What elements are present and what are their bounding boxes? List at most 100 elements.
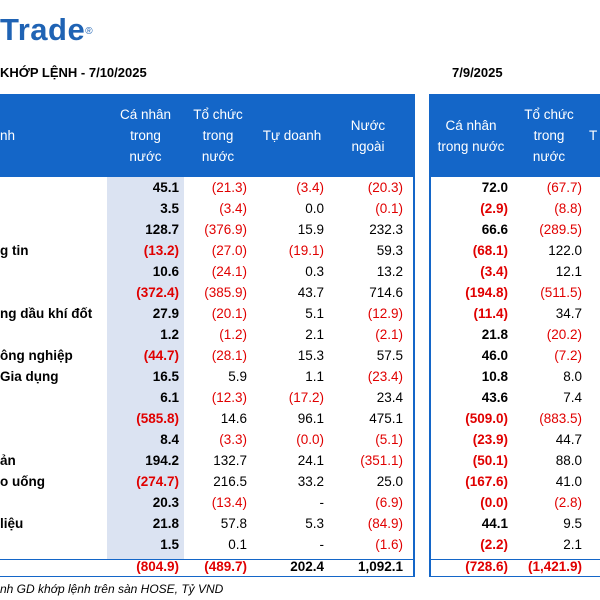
cell-ca-nhan-right: 66.6 bbox=[481, 222, 508, 237]
cell-to-chuc-right: (8.8) bbox=[554, 201, 582, 216]
footnote: nh GD khớp lệnh trên sàn HOSE, Tỷ VND bbox=[0, 582, 224, 596]
cell-ca-nhan: 6.1 bbox=[160, 390, 179, 405]
divider bbox=[429, 559, 600, 560]
cell-to-chuc-right: 7.4 bbox=[563, 390, 582, 405]
cell-ca-nhan: 1.2 bbox=[160, 327, 179, 342]
cell-nuoc-ngoai: (23.4) bbox=[367, 369, 403, 384]
right-table-header: Cá nhân trong nước Tổ chức trong nước T bbox=[429, 94, 600, 177]
left-section-title: KHỚP LỆNH - 7/10/2025 bbox=[0, 65, 147, 80]
cell-ca-nhan-right: (68.1) bbox=[472, 243, 508, 258]
cell-to-chuc: 216.5 bbox=[213, 474, 247, 489]
header-to-chuc-right: Tổ chức trong nước bbox=[524, 107, 574, 164]
cell-tu-doanh: 24.1 bbox=[297, 453, 324, 468]
cell-to-chuc-right: 12.1 bbox=[555, 264, 582, 279]
total-row: (804.9) (489.7) 202.4 1,092.1 (728.6) (1… bbox=[0, 556, 600, 577]
total-nuoc-ngoai: 1,092.1 bbox=[357, 559, 403, 574]
cell-ca-nhan-right: (2.9) bbox=[480, 201, 508, 216]
cell-ca-nhan: 10.6 bbox=[152, 264, 179, 279]
cell-to-chuc-right: 2.1 bbox=[563, 537, 582, 552]
table-row: o uống (274.7) 216.5 33.2 25.0 (167.6) 41.0 bbox=[0, 471, 600, 492]
registered-mark: ® bbox=[85, 26, 94, 37]
cell-ca-nhan: (13.2) bbox=[143, 243, 179, 258]
cell-tu-doanh: 15.3 bbox=[297, 348, 324, 363]
cell-ca-nhan-right: 72.0 bbox=[481, 180, 508, 195]
cell-nuoc-ngoai: 23.4 bbox=[376, 390, 403, 405]
divider bbox=[0, 559, 414, 560]
cell-nuoc-ngoai: (351.1) bbox=[360, 453, 403, 468]
table-row: 8.4 (3.3) (0.0) (5.1) (23.9) 44.7 bbox=[0, 429, 600, 450]
cell-nuoc-ngoai: (12.9) bbox=[367, 306, 403, 321]
table-row: 6.1 (12.3) (17.2) 23.4 43.6 7.4 bbox=[0, 387, 600, 408]
cell-to-chuc-right: 9.5 bbox=[563, 516, 582, 531]
left-table-border bbox=[413, 94, 415, 577]
cell-to-chuc-right: 88.0 bbox=[555, 453, 582, 468]
cell-ca-nhan: 45.1 bbox=[152, 180, 179, 195]
cell-to-chuc: (24.1) bbox=[211, 264, 247, 279]
cell-ca-nhan: 8.4 bbox=[160, 432, 179, 447]
cell-nuoc-ngoai: 13.2 bbox=[376, 264, 403, 279]
cell-tu-doanh: 1.1 bbox=[305, 369, 324, 384]
cell-ca-nhan: (372.4) bbox=[136, 285, 179, 300]
cell-ca-nhan-right: (194.8) bbox=[465, 285, 508, 300]
cell-tu-doanh: 33.2 bbox=[297, 474, 324, 489]
cell-to-chuc-right: 44.7 bbox=[555, 432, 582, 447]
cell-tu-doanh: 5.3 bbox=[305, 516, 324, 531]
cell-ca-nhan-right: (167.6) bbox=[465, 474, 508, 489]
cell-to-chuc: 14.6 bbox=[220, 411, 247, 426]
cell-ca-nhan: 16.5 bbox=[152, 369, 179, 384]
cell-tu-doanh: 0.3 bbox=[305, 264, 324, 279]
cell-tu-doanh: 2.1 bbox=[305, 327, 324, 342]
cell-to-chuc-right: 122.0 bbox=[548, 243, 582, 258]
cell-tu-doanh: 0.0 bbox=[305, 201, 324, 216]
cell-ca-nhan-right: (2.2) bbox=[480, 537, 508, 552]
cell-to-chuc-right: 8.0 bbox=[563, 369, 582, 384]
cell-to-chuc-right: (511.5) bbox=[540, 285, 582, 300]
sector-name: ản bbox=[0, 453, 16, 468]
cell-tu-doanh: (0.0) bbox=[296, 432, 324, 447]
cell-to-chuc: (3.4) bbox=[219, 201, 247, 216]
cell-to-chuc: (27.0) bbox=[211, 243, 247, 258]
total-ca-nhan: (804.9) bbox=[136, 559, 179, 574]
cell-ca-nhan: 3.5 bbox=[160, 201, 179, 216]
cell-tu-doanh: 43.7 bbox=[297, 285, 324, 300]
cell-nuoc-ngoai: (5.1) bbox=[375, 432, 403, 447]
cell-ca-nhan-right: (11.4) bbox=[473, 306, 508, 321]
cell-ca-nhan-right: (23.9) bbox=[472, 432, 508, 447]
cell-ca-nhan-right: (509.0) bbox=[465, 411, 508, 426]
cell-to-chuc: (21.3) bbox=[211, 180, 247, 195]
divider bbox=[0, 576, 414, 577]
cell-nuoc-ngoai: (20.3) bbox=[367, 180, 403, 195]
divider bbox=[429, 576, 600, 577]
cell-ca-nhan-right: (50.1) bbox=[472, 453, 508, 468]
cell-tu-doanh: (3.4) bbox=[296, 180, 324, 195]
table-row: ông nghiệp (44.7) (28.1) 15.3 57.5 46.0 (7.2) bbox=[0, 345, 600, 366]
right-table-border bbox=[429, 94, 431, 577]
logo-text: Trade bbox=[0, 12, 86, 47]
table-row: 3.5 (3.4) 0.0 (0.1) (2.9) (8.8) bbox=[0, 198, 600, 219]
table-row: ản 194.2 132.7 24.1 (351.1) (50.1) 88.0 bbox=[0, 450, 600, 471]
header-sector-label: nh bbox=[0, 128, 16, 143]
header-ca-nhan-right: Cá nhân trong nước bbox=[437, 117, 505, 154]
total-ca-nhan-right: (728.6) bbox=[465, 559, 508, 574]
cell-to-chuc-right: (883.5) bbox=[539, 411, 582, 426]
cell-to-chuc: (13.4) bbox=[211, 495, 247, 510]
cell-tu-doanh: 96.1 bbox=[297, 411, 324, 426]
ca-nhan-highlight-column bbox=[107, 177, 184, 559]
right-section-title: 7/9/2025 bbox=[452, 65, 503, 80]
cell-nuoc-ngoai: 57.5 bbox=[376, 348, 403, 363]
cell-to-chuc: 132.7 bbox=[213, 453, 247, 468]
cell-ca-nhan: 128.7 bbox=[145, 222, 179, 237]
table-row: 10.6 (24.1) 0.3 13.2 (3.4) 12.1 bbox=[0, 261, 600, 282]
cell-tu-doanh: - bbox=[319, 495, 325, 510]
cell-to-chuc: (1.2) bbox=[219, 327, 247, 342]
cell-nuoc-ngoai: 232.3 bbox=[369, 222, 403, 237]
cell-to-chuc: 5.9 bbox=[228, 369, 247, 384]
cell-to-chuc: (3.3) bbox=[219, 432, 247, 447]
cell-to-chuc: (376.9) bbox=[204, 222, 247, 237]
cell-tu-doanh: (17.2) bbox=[288, 390, 324, 405]
cell-nuoc-ngoai: 59.3 bbox=[376, 243, 403, 258]
cell-nuoc-ngoai: 475.1 bbox=[369, 411, 403, 426]
cell-to-chuc: 0.1 bbox=[228, 537, 247, 552]
cell-ca-nhan-right: 46.0 bbox=[481, 348, 508, 363]
brand-logo: Trade® bbox=[0, 10, 93, 50]
